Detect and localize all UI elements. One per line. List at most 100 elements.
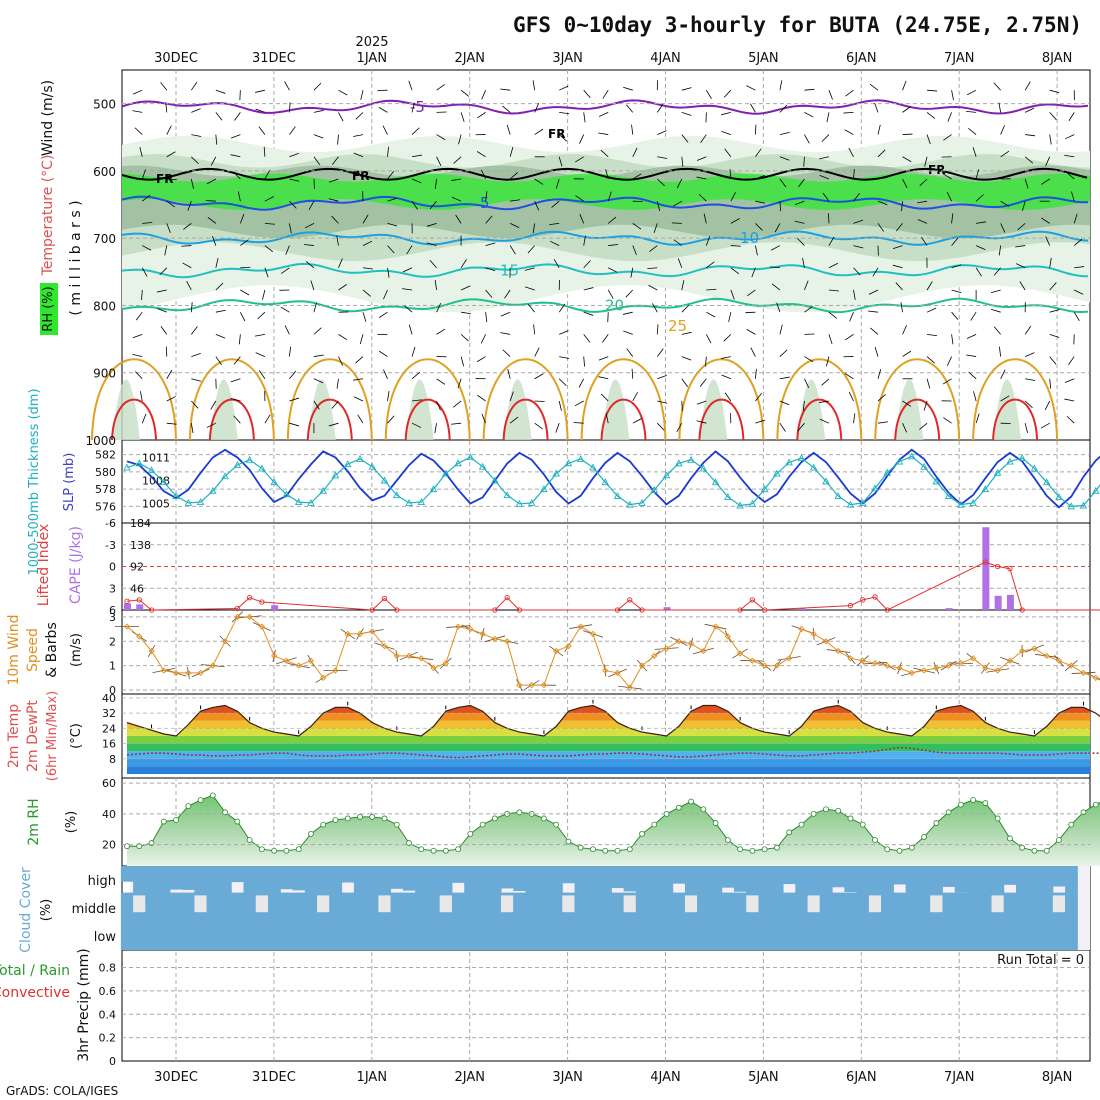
wind-barb xyxy=(233,171,241,180)
thickness-marker xyxy=(417,498,426,506)
wind-barb xyxy=(402,288,413,291)
wind-barb xyxy=(289,397,300,402)
wind-barb xyxy=(135,371,143,380)
wind-barb xyxy=(191,352,201,357)
wind-barb xyxy=(284,81,290,91)
wind-barb xyxy=(507,368,511,379)
wind-barb xyxy=(289,346,292,357)
temp-contour-label: 15 xyxy=(500,261,519,279)
rh-marker xyxy=(467,830,474,837)
li-marker xyxy=(994,563,1001,570)
wind-barb xyxy=(921,237,928,246)
wind-barb xyxy=(141,413,147,424)
wind-barb xyxy=(966,354,977,357)
li-marker xyxy=(504,595,510,601)
wind-tick: 1 xyxy=(109,660,116,673)
wind-speed-marker xyxy=(467,625,474,633)
cape-tick: 92 xyxy=(130,561,144,574)
cloud-gap xyxy=(991,895,1004,913)
wind-barb xyxy=(951,90,954,101)
li-marker xyxy=(762,607,768,613)
cloud-midlow-bar xyxy=(917,892,931,950)
wind-barb xyxy=(215,112,223,121)
wind-barb xyxy=(877,149,886,158)
rh-marker xyxy=(908,844,915,851)
wind-barb xyxy=(215,257,219,268)
wind-speed-marker xyxy=(234,613,241,621)
wind-speed-marker xyxy=(700,647,707,655)
rh-marker xyxy=(786,829,793,836)
wind-barb xyxy=(1049,89,1060,94)
cloud-midlow-bar xyxy=(145,892,159,950)
wind-barb xyxy=(696,400,707,405)
wind-barb xyxy=(870,327,879,335)
wind-speed-marker xyxy=(1043,652,1050,660)
wind-barb xyxy=(951,264,962,269)
rh-marker xyxy=(369,814,376,820)
wind-speed-marker xyxy=(1055,657,1063,664)
cloud-midlow-bar xyxy=(954,892,968,950)
temp-tick: 8 xyxy=(109,753,116,766)
wind-barb xyxy=(998,245,1002,256)
temp-stripe xyxy=(127,766,1090,774)
wind-barb xyxy=(976,221,987,224)
temp-contour-warm xyxy=(600,398,647,441)
wind-barb xyxy=(500,332,511,335)
wind-speed-marker xyxy=(307,657,315,664)
wind-speed-marker xyxy=(638,662,646,669)
wind-barb xyxy=(745,311,756,314)
wind-barb xyxy=(721,374,732,380)
cloud-midlow-bar xyxy=(537,892,551,950)
date-label-top: 5JAN xyxy=(748,51,779,66)
wind-barb xyxy=(230,134,241,139)
wind-speed-marker xyxy=(884,662,891,669)
wind-barb xyxy=(730,289,735,300)
wind-barb xyxy=(681,331,692,335)
wind-barb xyxy=(681,378,689,388)
thickness-marker xyxy=(944,492,953,499)
wind-barb xyxy=(355,356,364,364)
li-marker xyxy=(639,607,645,613)
wind-speed-marker xyxy=(908,669,915,677)
rh-marker xyxy=(1068,821,1075,828)
wind-barb xyxy=(1045,236,1051,246)
wind-barb xyxy=(142,222,153,224)
minmax-label: (6hr Min/Max) xyxy=(45,691,60,781)
cloud-gap xyxy=(501,895,514,913)
wind-barb xyxy=(458,134,462,145)
wind-speed-marker xyxy=(687,640,695,647)
cloud-midlow-bar xyxy=(366,892,379,950)
thickness-marker xyxy=(478,462,487,470)
wind-barb xyxy=(1025,352,1035,357)
thickness-marker xyxy=(160,478,168,486)
wind-barb xyxy=(1024,107,1035,113)
wind-barb xyxy=(1024,178,1029,189)
wind-speed-marker xyxy=(393,652,400,660)
wind-barb xyxy=(1024,423,1028,433)
temp-contour-warm xyxy=(306,398,353,441)
wind-barb xyxy=(436,328,446,335)
cloud-high-bar xyxy=(353,866,367,898)
wind-barb xyxy=(230,378,241,383)
rh-marker xyxy=(479,821,486,828)
wind-speed-marker xyxy=(994,667,1001,674)
wind-barb xyxy=(706,311,716,318)
slp-panel: 576578580582100510081011100510081011 xyxy=(95,449,1100,513)
rh-marker xyxy=(933,820,940,826)
wind-barb xyxy=(210,156,217,166)
thickness-marker xyxy=(540,485,548,493)
wind-barb xyxy=(338,284,347,291)
wind-barb xyxy=(943,417,952,424)
cloud-high-bar xyxy=(513,866,527,892)
wind-barb xyxy=(285,245,290,256)
wind-barb xyxy=(206,178,217,185)
wind-barb xyxy=(1017,223,1026,231)
wind-barb xyxy=(926,134,931,145)
ua-label-millibars: ( m i l l i b a r s ) xyxy=(68,200,84,315)
wind-barb xyxy=(239,213,245,224)
ua-label-wind: Wind (m/s) xyxy=(40,80,56,156)
cloud-high-bar xyxy=(562,866,576,884)
wind-barb xyxy=(1064,134,1075,140)
wind-barb xyxy=(746,329,756,335)
wind-speed-marker xyxy=(553,647,560,655)
